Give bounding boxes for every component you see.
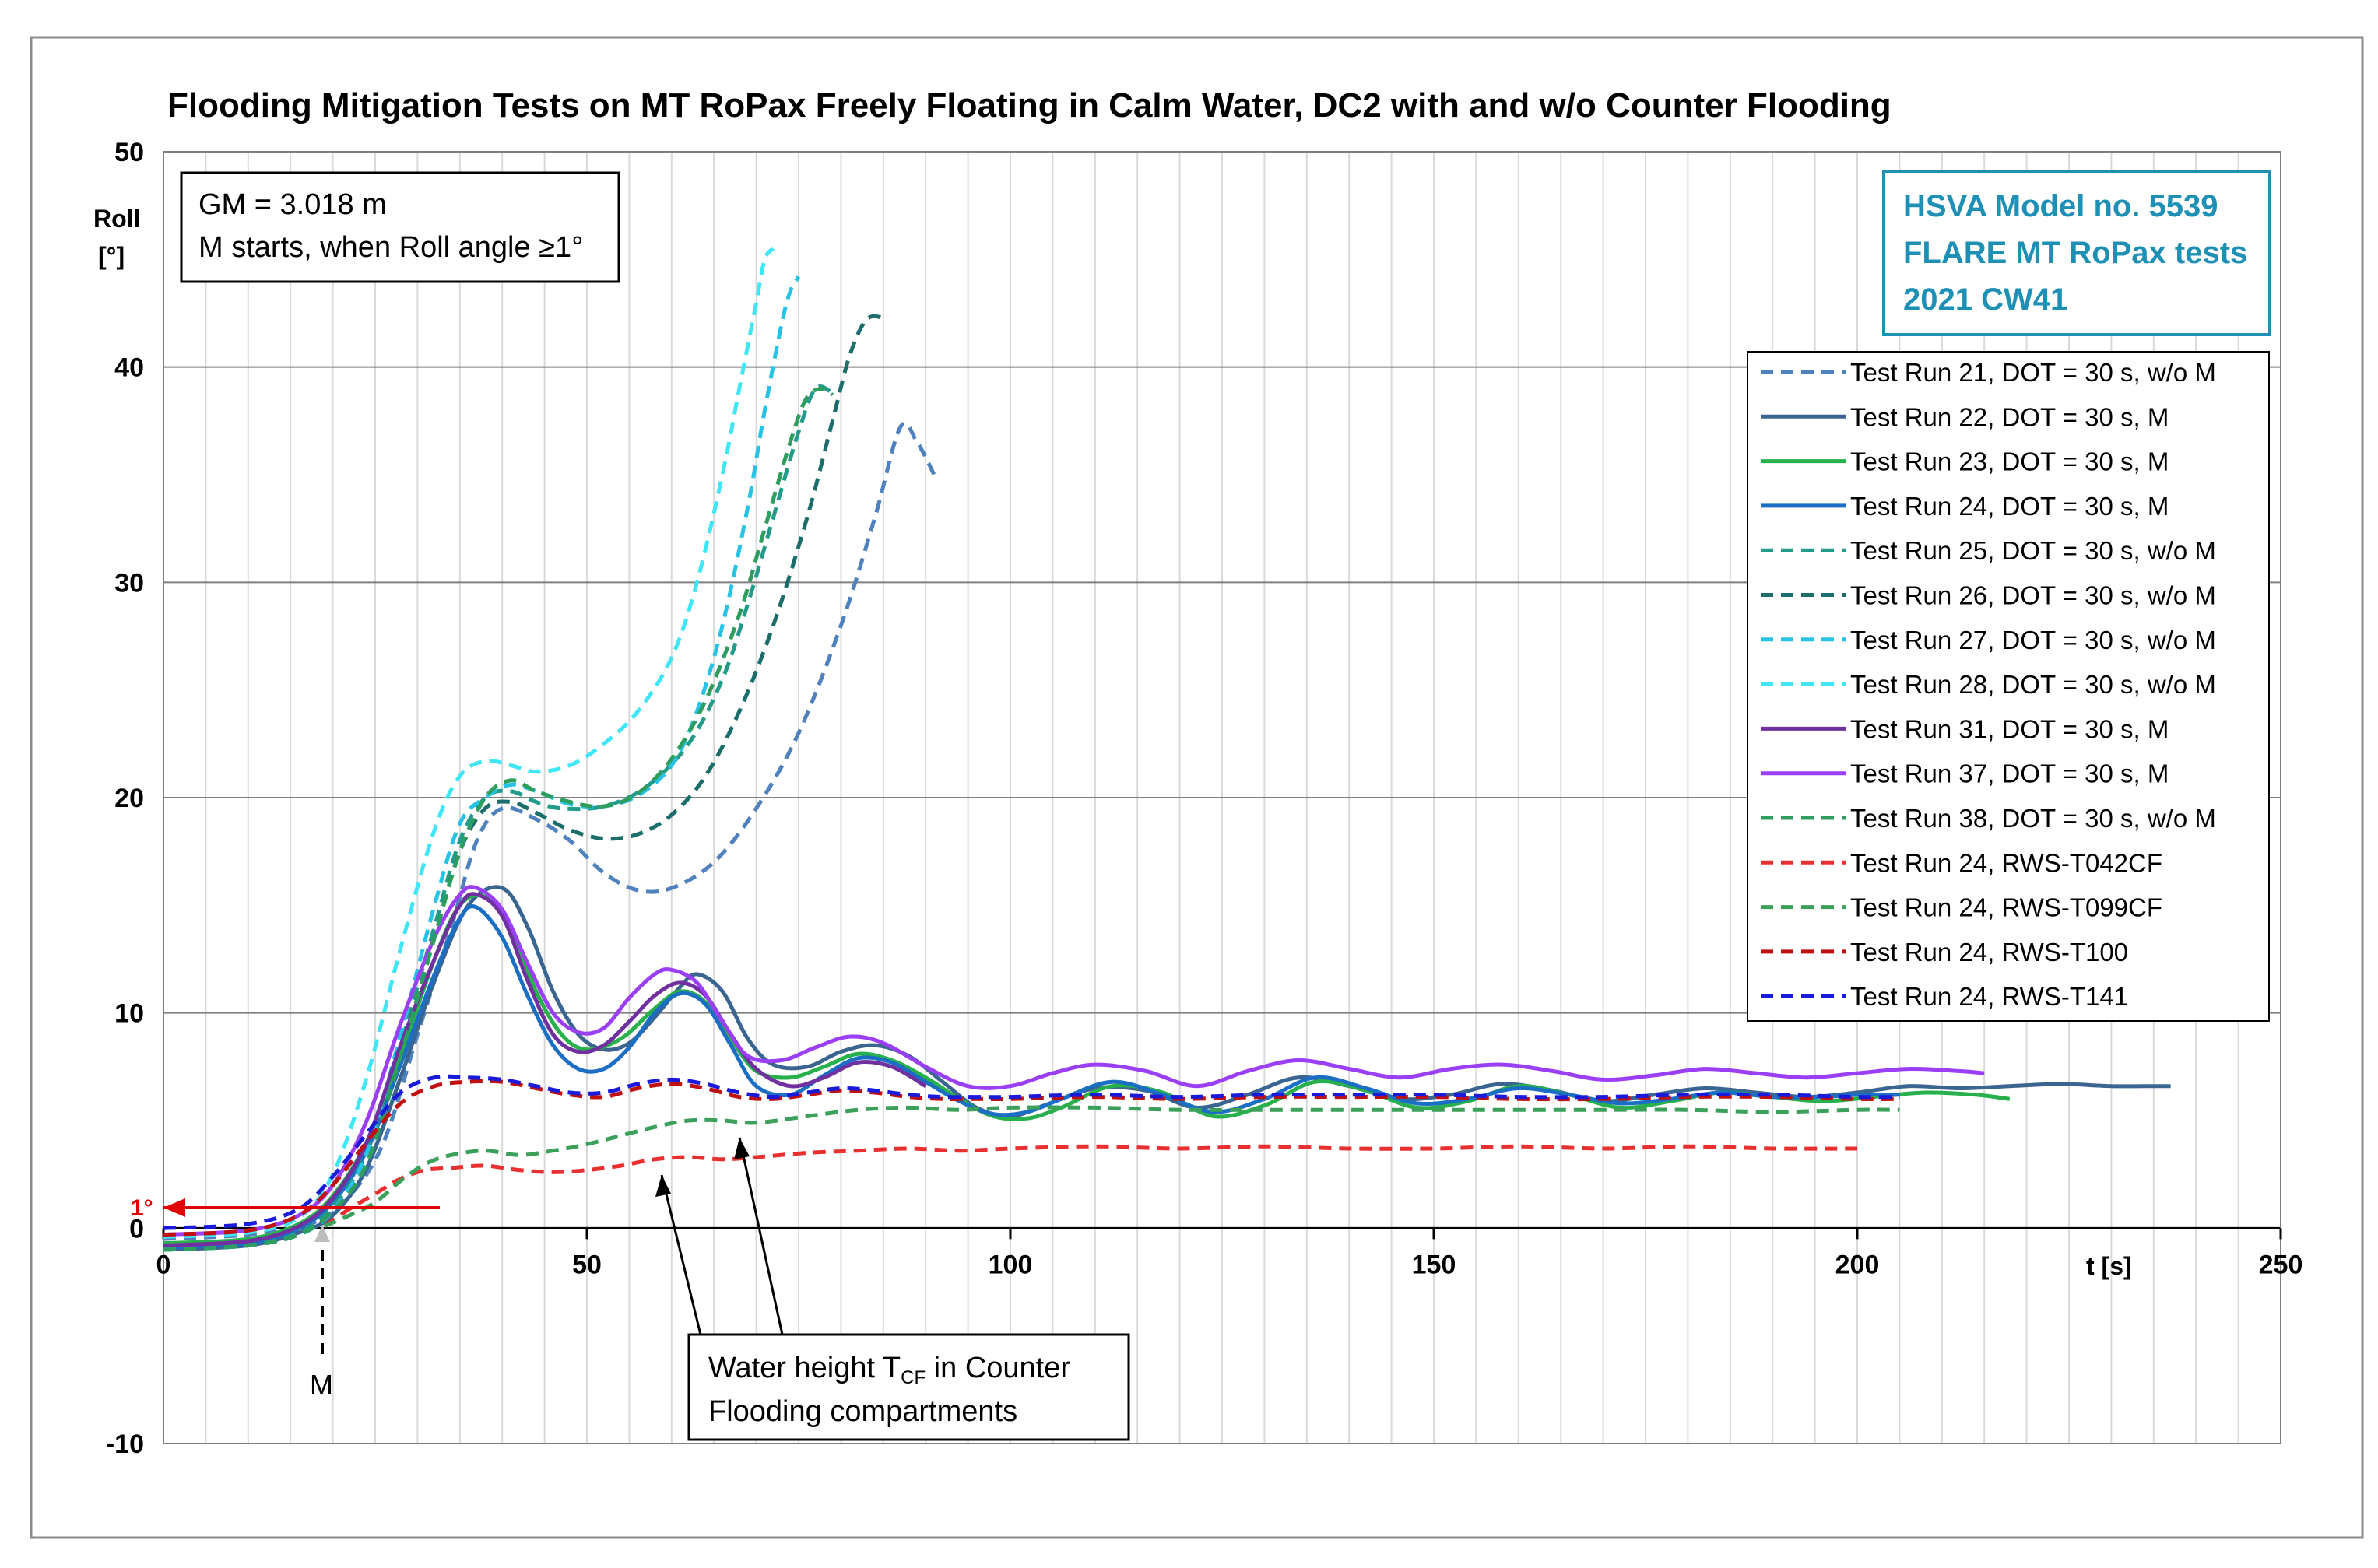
y-tick-label: 40 — [114, 353, 144, 383]
gm-box — [180, 171, 620, 283]
y-axis-label-2: [°] — [98, 242, 125, 270]
water-height-callout: Water height TCF in Counter Flooding com… — [655, 1137, 1130, 1441]
hsva-line-1: HSVA Model no. 5539 — [1903, 189, 2218, 223]
legend-label-6: Test Run 26, DOT = 30 s, w/o M — [1850, 581, 2216, 610]
series-line-1 — [163, 421, 936, 1241]
y-tick-label: 30 — [114, 568, 144, 598]
callout-line-1-pre: Water height T — [708, 1352, 901, 1384]
series-line-13 — [323, 1105, 1900, 1228]
y-tick-label: 10 — [114, 999, 144, 1029]
series-line-12 — [323, 1144, 1858, 1228]
legend-label-1: Test Run 21, DOT = 30 s, w/o M — [1850, 358, 2216, 387]
legend-label-12: Test Run 24, RWS-T042CF — [1850, 848, 2162, 877]
series-line-10 — [163, 885, 1985, 1237]
callout-arrowhead-1 — [655, 1175, 671, 1197]
y-tick-label: -10 — [106, 1429, 144, 1459]
x-tick-label: 100 — [989, 1250, 1033, 1279]
legend-label-9: Test Run 31, DOT = 30 s, M — [1850, 714, 2169, 743]
legend-label-4: Test Run 24, DOT = 30 s, M — [1850, 492, 2169, 521]
hsva-box — [1882, 170, 2271, 336]
y-tick-label: 50 — [114, 138, 144, 167]
m-arrowhead — [314, 1225, 330, 1242]
one-degree-marker: 1° — [131, 1195, 440, 1221]
x-tick-label: 200 — [1835, 1250, 1880, 1279]
legend-label-2: Test Run 22, DOT = 30 s, M — [1850, 402, 2169, 431]
y-tick-label: 20 — [114, 784, 144, 813]
x-tick-label: 250 — [2259, 1250, 2303, 1279]
callout-line-2: Flooding compartments — [708, 1395, 1017, 1428]
series-line-14 — [163, 1079, 1900, 1237]
legend-label-14: Test Run 24, RWS-T100 — [1850, 938, 2128, 966]
y-tick-label: 0 — [129, 1214, 144, 1244]
legend-label-3: Test Run 23, DOT = 30 s, M — [1850, 447, 2169, 476]
series-line-8 — [163, 247, 775, 1239]
gm-line-1: GM = 3.018 m — [198, 188, 387, 221]
series-line-4 — [163, 904, 1900, 1250]
hsva-line-2: FLARE MT RoPax tests — [1903, 236, 2247, 270]
m-marker: M — [310, 1225, 333, 1401]
series-line-11 — [163, 386, 834, 1252]
callout-box — [687, 1333, 1130, 1441]
series-line-9 — [163, 892, 927, 1247]
one-degree-arrowhead — [163, 1198, 185, 1217]
legend-label-8: Test Run 28, DOT = 30 s, w/o M — [1850, 670, 2216, 699]
callout-line-1: Water height TCF in Counter — [708, 1352, 1070, 1388]
m-label: M — [310, 1369, 333, 1401]
x-tick-label: 150 — [1412, 1250, 1456, 1279]
callout-arrow-2 — [738, 1137, 784, 1335]
series-line-15 — [163, 1074, 1900, 1230]
plot-area-border — [163, 151, 2281, 1444]
callout-subscript: CF — [901, 1367, 926, 1388]
legend: Test Run 21, DOT = 30 s, w/o M Test Run 2… — [1747, 351, 2270, 1022]
callout-arrow-1 — [660, 1174, 702, 1335]
one-degree-label: 1° — [131, 1195, 153, 1221]
x-tick-label: 50 — [572, 1250, 602, 1279]
series-line-5 — [163, 384, 834, 1252]
hsva-line-3: 2021 CW41 — [1903, 282, 2067, 317]
x-tick-label: 0 — [156, 1250, 171, 1279]
legend-label-7: Test Run 27, DOT = 30 s, w/o M — [1850, 626, 2216, 654]
axis-layer: -10 0 10 20 30 40 50 0 50 100 150 200 250 — [106, 138, 2303, 1459]
gm-line-2: M starts, when Roll angle ≥1° — [198, 231, 583, 264]
x-axis-label: t [s] — [2086, 1252, 2132, 1280]
legend-label-11: Test Run 38, DOT = 30 s, w/o M — [1850, 804, 2216, 833]
callout-line-1-post: in Counter — [926, 1352, 1070, 1384]
callout-arrowhead-2 — [734, 1138, 750, 1159]
chart-title: Flooding Mitigation Tests on MT RoPax Fr… — [167, 86, 1892, 125]
y-axis-label-1: Roll — [93, 205, 140, 233]
legend-label-5: Test Run 25, DOT = 30 s, w/o M — [1850, 536, 2216, 565]
legend-label-15: Test Run 24, RWS-T141 — [1850, 982, 2128, 1011]
series-layer — [163, 247, 2171, 1252]
legend-label-10: Test Run 37, DOT = 30 s, M — [1850, 759, 2169, 788]
legend-label-13: Test Run 24, RWS-T099CF — [1850, 893, 2162, 922]
legend-box — [1747, 351, 2270, 1022]
